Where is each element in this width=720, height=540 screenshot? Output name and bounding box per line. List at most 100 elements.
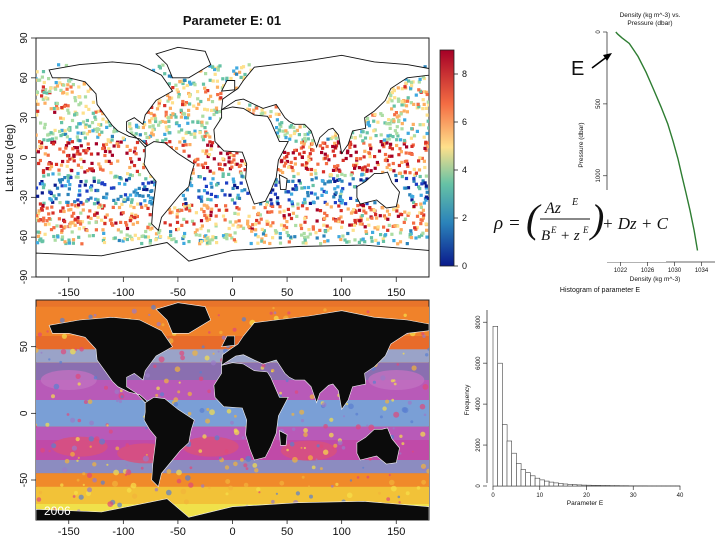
float-dot xyxy=(80,131,84,135)
float-dot xyxy=(117,144,121,148)
float-dot xyxy=(334,191,338,195)
float-dot xyxy=(78,122,82,126)
ocean-speckle xyxy=(335,482,339,486)
float-dot xyxy=(287,213,291,217)
float-dot xyxy=(281,170,285,175)
float-dot xyxy=(55,101,59,106)
float-dot xyxy=(221,234,226,238)
float-dot xyxy=(417,159,421,163)
float-dot xyxy=(59,134,63,138)
ocean-speckle xyxy=(124,473,127,476)
float-dot xyxy=(76,163,80,167)
float-dot xyxy=(71,83,75,87)
float-dot xyxy=(83,95,88,99)
ocean-speckle xyxy=(319,444,324,449)
float-dot xyxy=(290,165,294,170)
float-dot xyxy=(318,144,322,148)
float-dot xyxy=(210,185,214,189)
float-dot xyxy=(72,153,76,157)
top-x-tick-label: -100 xyxy=(112,287,134,299)
float-dot xyxy=(93,213,97,217)
float-dot xyxy=(306,191,310,195)
float-dot xyxy=(424,90,428,94)
formula-denominator-z-exp: E xyxy=(582,225,589,235)
float-dot xyxy=(102,204,106,208)
float-dot xyxy=(219,96,223,100)
float-dot xyxy=(339,192,343,196)
float-dot xyxy=(183,116,188,120)
float-dot xyxy=(352,185,357,189)
ocean-speckle xyxy=(333,443,338,448)
float-dot xyxy=(183,204,187,208)
bottom-x-tick-label: 150 xyxy=(387,526,405,538)
float-dot xyxy=(49,165,54,169)
float-dot xyxy=(303,220,307,224)
float-dot xyxy=(169,230,173,234)
float-dot xyxy=(383,158,387,162)
float-dot xyxy=(102,143,106,147)
float-dot xyxy=(81,208,85,212)
float-dot xyxy=(113,236,117,240)
ocean-speckle xyxy=(115,446,120,451)
float-dot xyxy=(398,147,402,151)
float-dot xyxy=(310,178,314,182)
float-dot xyxy=(109,186,114,190)
profile-x-tick-label: 1026 xyxy=(641,268,655,274)
float-dot xyxy=(94,188,98,193)
float-dot xyxy=(417,235,421,239)
float-dot xyxy=(135,214,139,219)
float-dot xyxy=(179,108,183,112)
float-dot xyxy=(264,233,268,237)
float-dot xyxy=(353,218,357,223)
float-dot xyxy=(196,163,200,167)
float-dot xyxy=(132,190,136,194)
float-dot xyxy=(293,148,297,153)
histogram-bar xyxy=(600,485,606,487)
float-dot xyxy=(142,166,146,170)
float-dot xyxy=(361,167,365,171)
ocean-speckle xyxy=(217,314,220,317)
float-dot xyxy=(299,223,303,227)
float-dot xyxy=(314,176,318,180)
ocean-speckle xyxy=(46,330,49,333)
float-dot xyxy=(321,170,326,174)
float-dot xyxy=(51,211,55,215)
float-dot xyxy=(127,177,131,181)
top-y-tick-label: -60 xyxy=(19,230,30,245)
float-dot xyxy=(387,213,391,217)
float-dot xyxy=(394,173,398,178)
float-dot xyxy=(261,111,265,115)
float-dot xyxy=(365,131,369,135)
float-dot xyxy=(187,113,191,117)
ocean-speckle xyxy=(53,383,60,390)
float-dot xyxy=(110,138,114,142)
float-dot xyxy=(323,240,327,244)
ocean-speckle xyxy=(87,487,92,493)
float-dot xyxy=(276,202,280,206)
float-dot xyxy=(128,216,133,220)
ocean-speckle xyxy=(187,391,192,397)
float-dot xyxy=(160,119,164,124)
float-dot xyxy=(102,195,106,199)
float-dot xyxy=(167,131,171,135)
float-dot xyxy=(406,99,410,103)
ocean-speckle xyxy=(399,434,403,438)
float-dot xyxy=(36,113,39,117)
float-dot xyxy=(63,225,67,229)
float-dot xyxy=(269,224,273,228)
ocean-speckle xyxy=(315,458,318,461)
float-dot xyxy=(47,222,51,226)
float-dot xyxy=(274,105,278,109)
float-dot xyxy=(187,154,191,158)
float-dot xyxy=(213,67,217,72)
float-dot xyxy=(259,202,263,206)
float-dot xyxy=(203,134,207,138)
float-dot xyxy=(116,228,120,232)
float-dot xyxy=(278,236,282,240)
float-dot xyxy=(169,113,173,118)
float-dot xyxy=(72,159,76,163)
float-dot xyxy=(374,213,378,217)
float-dot xyxy=(74,175,78,179)
float-dot xyxy=(62,83,66,87)
